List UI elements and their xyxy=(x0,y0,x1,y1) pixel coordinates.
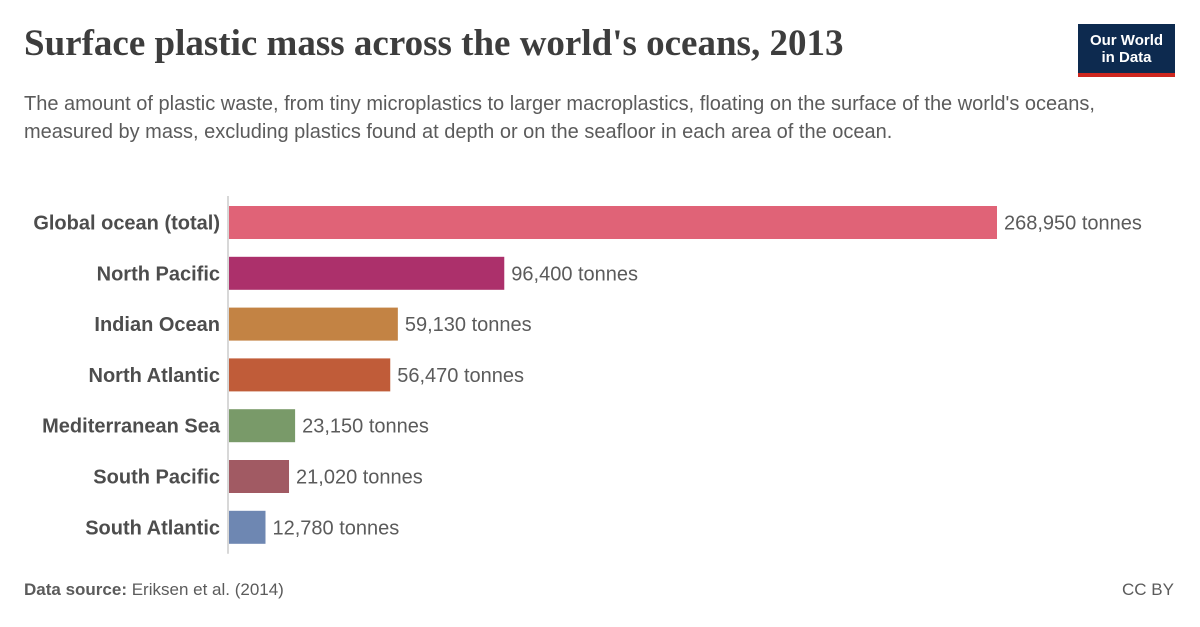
data-source-label: Data source: xyxy=(24,580,127,599)
value-label: 59,130 tonnes xyxy=(405,314,532,336)
chart-title: Surface plastic mass across the world's … xyxy=(24,23,844,64)
value-label: 23,150 tonnes xyxy=(302,416,429,438)
bar[interactable] xyxy=(229,206,997,239)
owid-logo[interactable]: Our World in Data xyxy=(1078,24,1175,77)
value-label: 21,020 tonnes xyxy=(296,467,423,489)
chart-subtitle: The amount of plastic waste, from tiny m… xyxy=(24,93,1095,143)
value-label: 96,400 tonnes xyxy=(511,263,638,285)
data-source-link[interactable]: Eriksen et al. (2014) xyxy=(131,580,284,599)
value-label: 12,780 tonnes xyxy=(272,517,399,539)
value-label: 56,470 tonnes xyxy=(397,365,524,387)
category-label: Mediterranean Sea xyxy=(42,416,221,438)
bar[interactable] xyxy=(229,460,290,493)
category-label: North Atlantic xyxy=(89,365,220,387)
category-label: Indian Ocean xyxy=(94,314,220,336)
logo-line-1: Our World xyxy=(1089,31,1164,49)
data-source: Data source: Eriksen et al. (2014) xyxy=(24,580,284,600)
bar-chart: Global ocean (total) 268,950 tonnes North … xyxy=(33,196,1142,554)
bar[interactable] xyxy=(229,358,391,392)
bar[interactable] xyxy=(229,256,505,290)
logo-line-2: in Data xyxy=(1101,48,1152,66)
category-label: South Pacific xyxy=(93,467,220,489)
category-label: North Pacific xyxy=(97,263,220,285)
bar[interactable] xyxy=(229,307,398,341)
category-label: South Atlantic xyxy=(85,517,220,539)
license-link[interactable]: CC BY xyxy=(1122,580,1174,599)
bar[interactable] xyxy=(229,510,266,544)
value-label: 268,950 tonnes xyxy=(1004,213,1142,235)
bar[interactable] xyxy=(229,409,296,443)
category-label: Global ocean (total) xyxy=(33,213,220,235)
